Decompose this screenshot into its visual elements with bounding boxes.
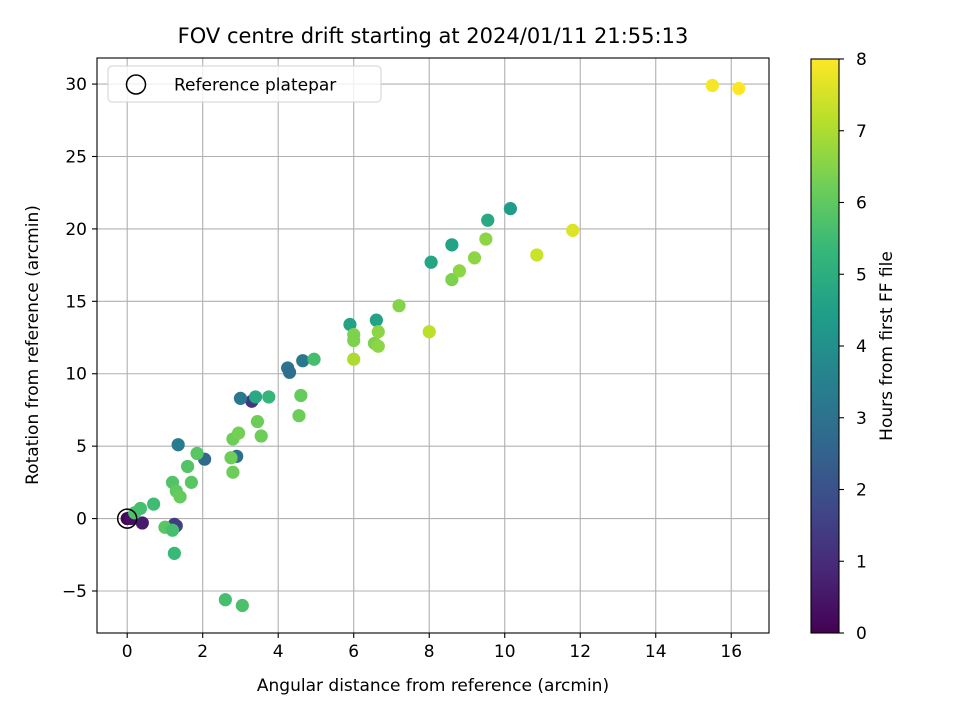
data-point [452, 264, 467, 278]
colorbar: 0 1 2 3 4 5 6 7 8 Hours from first FF file [810, 50, 897, 644]
data-point [133, 501, 148, 516]
plot-frame [96, 57, 770, 634]
data-point [705, 78, 719, 93]
y-tick-label: 30 [65, 75, 87, 95]
y-tick-label: −5 [62, 582, 87, 602]
data-point [392, 299, 406, 313]
data-point [167, 546, 181, 560]
colorbar-tick-label: 1 [856, 552, 867, 572]
y-axis-ticks: −5 0 5 10 15 20 25 30 [62, 75, 97, 602]
data-point [248, 390, 263, 404]
data-point [147, 497, 161, 511]
colorbar-tick-label: 6 [856, 194, 867, 214]
data-point [173, 490, 187, 504]
data-point [424, 255, 438, 269]
legend: Reference platepar [107, 65, 382, 103]
x-axis-ticks: 0 2 4 6 8 10 12 14 16 [122, 633, 742, 662]
x-tick-label: 8 [424, 642, 435, 662]
y-tick-label: 20 [65, 220, 87, 240]
x-tick-label: 14 [645, 642, 667, 662]
colorbar-label: Hours from first FF file [877, 251, 897, 441]
colorbar-tick-label: 3 [856, 409, 867, 429]
y-tick-label: 10 [65, 365, 87, 385]
x-tick-label: 0 [122, 642, 133, 662]
data-point [481, 213, 495, 227]
grid [97, 58, 769, 633]
y-tick-label: 15 [65, 292, 87, 312]
colorbar-gradient [811, 59, 839, 633]
data-point [296, 354, 310, 368]
colorbar-tick-label: 7 [856, 122, 867, 142]
data-point [262, 390, 276, 404]
data-point [224, 451, 238, 465]
data-point [371, 325, 385, 339]
data-point [254, 429, 268, 443]
data-point [369, 313, 383, 327]
data-point [250, 414, 265, 429]
data-point [445, 272, 459, 287]
data-point [530, 248, 544, 262]
data-points [120, 78, 746, 613]
x-tick-label: 4 [273, 642, 284, 662]
colorbar-tick-label: 5 [856, 265, 867, 285]
reference-marker-layer [116, 508, 138, 529]
colorbar-tick-label: 2 [856, 481, 867, 501]
data-point [226, 465, 240, 479]
data-point [732, 81, 746, 96]
data-point [566, 223, 580, 237]
data-point [467, 251, 482, 265]
data-point [503, 202, 517, 216]
x-axis-label: Angular distance from reference (arcmin) [257, 676, 609, 696]
data-point [307, 352, 321, 366]
data-point [343, 317, 357, 332]
reference-platepar-marker [116, 508, 138, 529]
data-point [233, 391, 248, 405]
chart-title: FOV centre drift starting at 2024/01/11 … [178, 24, 689, 48]
data-point [292, 409, 306, 423]
colorbar-tick-label: 0 [856, 624, 867, 644]
data-point [445, 238, 459, 252]
data-point [347, 352, 361, 366]
colorbar-tick-label: 8 [856, 50, 867, 70]
data-point [218, 593, 232, 607]
y-axis-label: Rotation from reference (arcmin) [23, 205, 43, 485]
legend-marker [125, 74, 147, 95]
data-point [184, 475, 198, 489]
legend-box [107, 65, 382, 103]
data-point [294, 388, 308, 403]
colorbar-tick-label: 4 [856, 337, 867, 357]
data-point [165, 523, 180, 537]
data-point [190, 446, 204, 461]
x-tick-label: 2 [197, 642, 208, 662]
colorbar-ticks: 0 1 2 3 4 5 6 7 8 [839, 50, 867, 644]
data-point [347, 328, 361, 342]
legend-label: Reference platepar [174, 76, 336, 96]
x-tick-label: 16 [720, 642, 742, 662]
data-point [231, 426, 246, 440]
x-tick-label: 10 [494, 642, 516, 662]
y-tick-label: 0 [76, 510, 87, 530]
data-point [371, 339, 385, 353]
data-point [282, 365, 297, 379]
data-point [479, 232, 493, 246]
data-point [181, 459, 195, 474]
data-point [135, 516, 149, 530]
y-tick-label: 25 [65, 147, 87, 167]
data-point [235, 598, 249, 613]
y-tick-label: 5 [76, 437, 87, 457]
x-tick-label: 12 [569, 642, 591, 662]
data-point [422, 325, 436, 339]
x-tick-label: 6 [348, 642, 359, 662]
data-point [171, 438, 185, 452]
